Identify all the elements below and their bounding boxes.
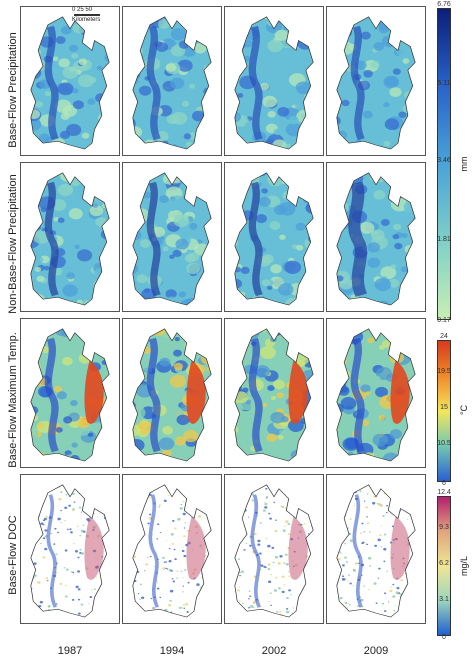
watershed-map	[234, 16, 314, 150]
watershed-map	[132, 172, 212, 306]
watershed-map	[336, 172, 416, 306]
legend-tick: 19.5	[437, 368, 451, 375]
watershed-map	[30, 328, 110, 462]
legend-tick: 9.3	[439, 524, 449, 531]
legend-tick: 1.81	[437, 236, 451, 243]
map-panel-row1-col4	[326, 6, 426, 156]
watershed-map	[336, 16, 416, 150]
watershed-outline	[30, 172, 110, 306]
watershed-outline	[234, 328, 314, 462]
colorbar-doc	[437, 496, 451, 636]
legend-tick: 6.2	[439, 560, 449, 567]
watershed-map	[234, 484, 314, 618]
watershed-outline	[132, 172, 212, 306]
scale-bar-ticks: 0 25 50	[72, 7, 93, 13]
watershed-map	[132, 484, 212, 618]
watershed-outline	[30, 16, 110, 150]
year-label-1994: 1994	[159, 645, 185, 657]
watershed-outline	[30, 328, 110, 462]
legend-tick: 0	[442, 634, 446, 641]
watershed-outline	[234, 484, 314, 618]
watershed-map	[132, 16, 212, 150]
legend-tick: 12.4	[437, 489, 451, 496]
map-panel-row2-col4	[326, 162, 426, 312]
watershed-outline	[132, 16, 212, 150]
watershed-map	[336, 484, 416, 618]
legend-tick: 24	[440, 333, 448, 340]
scale-bar-line	[74, 14, 100, 16]
year-label-1987: 1987	[57, 645, 83, 657]
watershed-outline	[30, 484, 110, 618]
watershed-outline	[132, 328, 212, 462]
watershed-map	[234, 328, 314, 462]
watershed-outline	[234, 172, 314, 306]
watershed-map	[336, 328, 416, 462]
watershed-outline	[336, 16, 416, 150]
map-panel-row1-col2	[122, 6, 222, 156]
map-panel-row4-col3	[224, 474, 324, 624]
year-label-2009: 2009	[363, 645, 389, 657]
scale-bar-label: Kilometers	[72, 17, 101, 23]
legend-tick: 3.46	[437, 157, 451, 164]
watershed-map	[30, 16, 110, 150]
map-panel-row3-col3	[224, 318, 324, 468]
colorbar-precipitation	[437, 8, 451, 320]
watershed-outline	[132, 484, 212, 618]
watershed-outline	[336, 172, 416, 306]
map-panel-row2-col2	[122, 162, 222, 312]
map-panel-row4-col1	[20, 474, 120, 624]
map-panel-row3-col4	[326, 318, 426, 468]
legend-tick: 6.76	[437, 1, 451, 8]
watershed-outline	[336, 328, 416, 462]
map-panel-row3-col1	[20, 318, 120, 468]
watershed-outline	[234, 16, 314, 150]
watershed-map	[234, 172, 314, 306]
colorbar-temperature	[437, 340, 451, 482]
year-label-2002: 2002	[261, 645, 287, 657]
watershed-outline	[336, 484, 416, 618]
legend-tick: 3.1	[439, 596, 449, 603]
map-panel-row4-col4	[326, 474, 426, 624]
legend-tick: 0.17	[437, 317, 451, 324]
map-panel-row2-col1	[20, 162, 120, 312]
watershed-map	[30, 484, 110, 618]
map-panel-row2-col3	[224, 162, 324, 312]
map-panel-row1-col3	[224, 6, 324, 156]
map-panel-row3-col2	[122, 318, 222, 468]
legend-tick: 5.11	[437, 80, 451, 87]
map-panel-row1-col1	[20, 6, 120, 156]
legend-tick: 6	[442, 480, 446, 487]
legend-tick: 10.5	[437, 440, 451, 447]
watershed-map	[30, 172, 110, 306]
legend-tick: 15	[440, 404, 448, 411]
scale-bar: 0 25 50 Kilometers	[72, 7, 100, 23]
watershed-map	[132, 328, 212, 462]
map-panel-row4-col2	[122, 474, 222, 624]
